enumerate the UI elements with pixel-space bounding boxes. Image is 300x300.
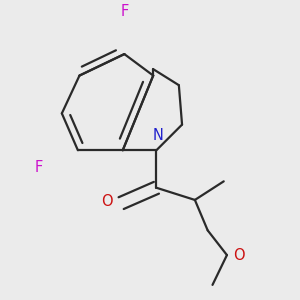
Text: F: F bbox=[34, 160, 43, 175]
Text: N: N bbox=[153, 128, 164, 143]
Text: O: O bbox=[101, 194, 113, 209]
Text: F: F bbox=[120, 4, 128, 19]
Text: O: O bbox=[233, 248, 244, 262]
